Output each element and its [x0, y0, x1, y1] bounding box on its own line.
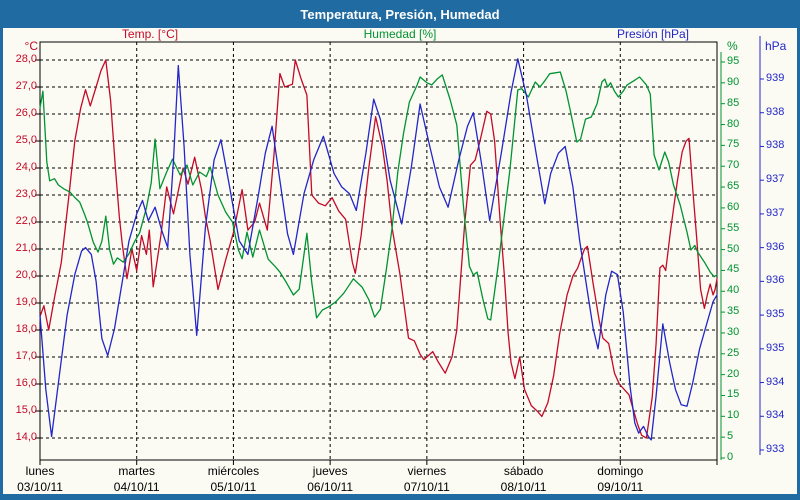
humidity-tick-label: 60: [727, 200, 740, 213]
day-name-label: martes: [118, 464, 156, 478]
chart-panel: Temp. [°C] Humedad [%] Presión [hPa] °C …: [3, 27, 797, 494]
humidity-axis-title: Humedad [%]: [363, 27, 437, 41]
hpa-unit-label: hPa: [765, 39, 787, 53]
temp-tick-label: 25,0: [15, 134, 37, 146]
humidity-tick-label: 70: [727, 159, 740, 172]
humidity-tick-label: 85: [727, 96, 740, 109]
day-name-label: lunes: [25, 464, 55, 478]
temp-tick-label: 19,0: [15, 296, 37, 308]
pressure-tick-label: 935: [766, 308, 785, 321]
humidity-tick-label: 25: [727, 346, 740, 359]
temp-tick-label: 26,0: [15, 107, 37, 119]
percent-unit-label: %: [727, 39, 738, 53]
temp-tick-label: 28,0: [15, 53, 37, 65]
temp-tick-label: 14,0: [15, 431, 37, 443]
window-titlebar[interactable]: Temperatura, Presión, Humedad: [0, 0, 800, 28]
pressure-tick-label: 937: [766, 173, 785, 186]
humidity-tick-label: 75: [727, 138, 740, 151]
pressure-axis-title: Presión [hPa]: [616, 27, 690, 41]
day-name-label: miércoles: [207, 464, 260, 478]
day-date-label: 06/10/11: [307, 480, 354, 494]
day-date-label: 08/10/11: [500, 480, 547, 494]
pressure-tick-label: 939: [766, 72, 785, 84]
humidity-tick-label: 65: [727, 180, 740, 193]
humidity-tick-label: 95: [727, 55, 740, 67]
humidity-tick-label: 5: [727, 430, 734, 443]
humidity-tick-label: 20: [727, 367, 740, 380]
day-date-label: 07/10/11: [403, 480, 450, 494]
day-date-label: 09/10/11: [597, 480, 644, 494]
day-name-label: sábado: [503, 464, 544, 478]
pressure-tick-label: 935: [766, 341, 785, 354]
day-date-label: 03/10/11: [17, 480, 63, 494]
pressure-tick-label: 934: [766, 409, 785, 422]
day-name-label: jueves: [312, 464, 348, 478]
humidity-tick-label: 80: [727, 117, 740, 130]
temperature-axis-title: Temp. [°C]: [121, 27, 179, 41]
humidity-tick-label: 30: [727, 325, 740, 338]
humidity-tick-label: 35: [727, 305, 740, 318]
humidity-tick-label: 0: [727, 451, 734, 463]
temp-tick-label: 21,0: [15, 242, 37, 254]
day-date-label: 04/10/11: [113, 480, 160, 494]
temp-tick-label: 23,0: [15, 188, 37, 200]
humidity-tick-label: 50: [727, 242, 740, 255]
day-name-label: domingo: [597, 464, 644, 478]
pressure-tick-label: 938: [766, 139, 785, 152]
pressure-tick-label: 938: [766, 105, 785, 118]
humidity-tick-label: 40: [727, 284, 740, 297]
pressure-tick-label: 934: [766, 375, 785, 388]
temp-tick-label: 24,0: [15, 161, 37, 173]
humidity-tick-label: 15: [727, 388, 740, 401]
temp-tick-label: 22,0: [15, 215, 37, 227]
pressure-tick-label: 937: [766, 206, 785, 219]
day-name-label: viernes: [407, 464, 447, 478]
humidity-tick-label: 90: [727, 75, 740, 88]
celsius-unit-label: °C: [24, 39, 38, 53]
pressure-tick-label: 936: [766, 240, 785, 253]
pressure-tick-label: 933: [766, 442, 785, 455]
temp-tick-label: 17,0: [15, 350, 37, 362]
temp-tick-label: 15,0: [15, 404, 37, 416]
humidity-tick-label: 45: [727, 263, 740, 276]
humidity-tick-label: 55: [727, 221, 740, 234]
temp-tick-label: 27,0: [15, 80, 37, 92]
temp-tick-label: 20,0: [15, 269, 37, 281]
day-date-label: 05/10/11: [210, 480, 257, 494]
temp-tick-label: 18,0: [15, 323, 37, 335]
window-title: Temperatura, Presión, Humedad: [300, 6, 500, 22]
humidity-tick-label: 10: [727, 409, 740, 422]
temp-tick-label: 16,0: [15, 377, 37, 389]
pressure-tick-label: 936: [766, 274, 785, 287]
